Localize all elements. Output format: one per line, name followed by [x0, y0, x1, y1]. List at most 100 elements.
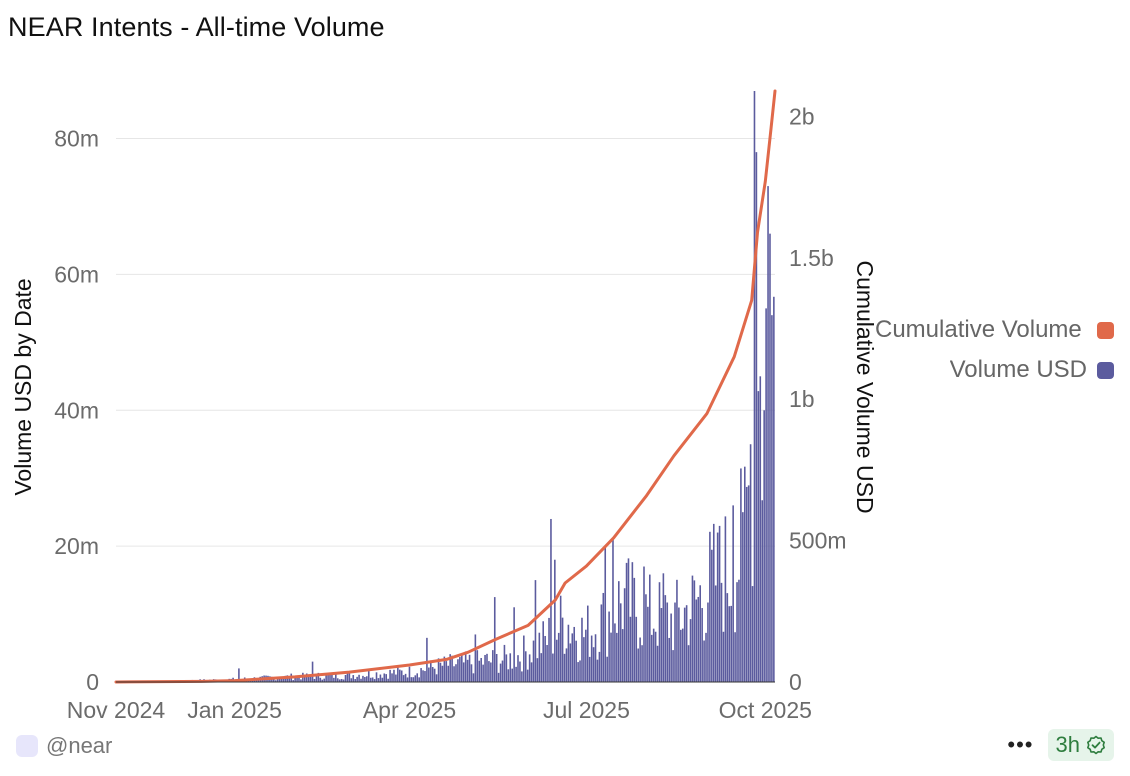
- volume-bar: [517, 655, 519, 682]
- volume-bar: [738, 579, 740, 682]
- volume-bar: [408, 666, 411, 682]
- volume-bar: [511, 668, 513, 682]
- volume-bar: [342, 679, 345, 682]
- more-options-button[interactable]: •••: [1007, 732, 1034, 757]
- gridlines: [116, 138, 775, 547]
- axes: 0 20m 40m 60m 80m 0 500m 1b 1.5b 2b Nov 2024 Jan 20…: [54, 103, 846, 723]
- legend-label-volume: Volume USD: [949, 356, 1087, 383]
- volume-bar: [369, 677, 372, 682]
- volume-bar: [681, 628, 684, 682]
- volume-bar: [598, 651, 601, 682]
- volume-bar: [393, 669, 395, 682]
- x-tick-label: Nov 2024: [67, 697, 166, 723]
- volume-bar: [443, 656, 446, 682]
- volume-bar: [544, 635, 546, 682]
- volume-bar: [406, 677, 409, 682]
- volume-bar: [590, 635, 593, 682]
- volume-bar: [391, 673, 393, 682]
- volume-bar: [678, 607, 680, 682]
- volume-bar: [728, 606, 731, 682]
- volume-bar: [608, 611, 610, 682]
- volume-bar: [422, 670, 424, 682]
- volume-bar: [654, 631, 657, 682]
- volume-bar: [360, 678, 362, 682]
- volume-bar: [722, 631, 725, 682]
- volume-bar: [594, 634, 597, 682]
- volume-bar: [429, 660, 432, 682]
- volume-bar: [649, 574, 651, 682]
- volume-bar: [569, 643, 572, 682]
- volume-bar: [683, 607, 686, 682]
- volume-bar: [515, 666, 517, 682]
- volume-bar: [335, 672, 337, 682]
- volume-bar: [771, 315, 773, 682]
- volume-bar: [685, 605, 688, 682]
- volume-bar: [344, 674, 347, 682]
- volume-bar: [583, 637, 585, 682]
- volume-bar: [670, 613, 672, 682]
- volume-bar: [699, 585, 701, 682]
- volume-bar: [575, 640, 577, 682]
- volume-bar: [557, 632, 560, 682]
- x-tick-label: Jul 2025: [543, 697, 630, 723]
- author-handle: @near: [46, 733, 113, 758]
- volume-bar: [325, 674, 327, 682]
- volume-bar: [298, 676, 300, 682]
- volume-bar: [528, 654, 531, 682]
- volume-bar: [282, 677, 285, 682]
- y-right-tick-label: 0: [789, 669, 802, 695]
- volume-bar: [414, 675, 417, 682]
- volume-bar: [668, 637, 670, 682]
- volume-bar: [470, 664, 473, 682]
- volume-bar: [309, 676, 312, 682]
- volume-bar: [418, 677, 420, 682]
- volume-bar: [714, 585, 717, 682]
- volume-bar: [631, 562, 634, 682]
- volume-bar: [751, 586, 754, 682]
- volume-bars: [116, 91, 775, 682]
- volume-bar: [280, 678, 283, 682]
- volume-bar: [552, 653, 554, 682]
- volume-bar: [445, 661, 448, 682]
- volume-bar: [540, 653, 543, 682]
- volume-bar: [375, 672, 378, 682]
- legend-item-volume[interactable]: Volume USD: [844, 350, 1114, 390]
- volume-bar: [635, 616, 638, 682]
- volume-bar: [503, 644, 506, 682]
- volume-bar: [565, 648, 568, 682]
- volume-bar: [257, 679, 260, 682]
- chart-title: NEAR Intents - All-time Volume: [8, 12, 385, 42]
- volume-bar: [317, 672, 320, 682]
- volume-bar: [410, 677, 413, 682]
- volume-bar: [645, 594, 647, 682]
- y-right-tick-label: 1b: [789, 386, 815, 412]
- volume-bar: [323, 678, 325, 682]
- volume-bar: [701, 608, 703, 682]
- volume-bar: [472, 673, 475, 682]
- volume-bar: [769, 233, 771, 682]
- y-left-axis-label: Volume USD by Date: [10, 278, 36, 495]
- volume-bar: [505, 654, 508, 682]
- volume-bar: [724, 516, 727, 682]
- volume-bar: [397, 667, 399, 682]
- volume-bar: [623, 588, 626, 682]
- volume-bar: [356, 676, 358, 682]
- volume-bar: [602, 592, 605, 682]
- volume-bar: [585, 629, 587, 682]
- volume-bar: [416, 673, 419, 682]
- volume-bar: [732, 505, 734, 682]
- volume-bar: [340, 678, 343, 682]
- legend-item-cumulative[interactable]: Cumulative Volume USD: [844, 310, 1114, 350]
- volume-bar: [709, 531, 711, 682]
- legend-swatch-volume: [1097, 361, 1114, 379]
- volume-bar: [439, 662, 442, 682]
- volume-bar: [524, 651, 527, 682]
- volume-bar: [381, 677, 384, 682]
- author-info[interactable]: @near: [16, 733, 112, 759]
- volume-bar: [610, 632, 612, 682]
- volume-bar: [433, 668, 436, 682]
- refresh-status-badge[interactable]: 3h: [1047, 729, 1114, 761]
- volume-bar: [534, 580, 537, 682]
- volume-bar: [567, 624, 570, 682]
